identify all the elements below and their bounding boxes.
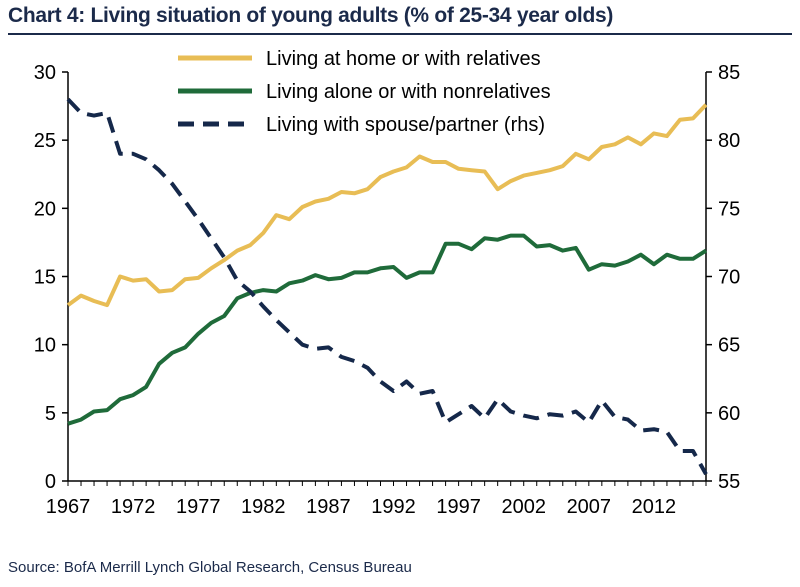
axes: 0 5 10 15 20 25 30 55 60 65 70 75 80 85 1967 1972 1977 19… xyxy=(34,62,741,518)
x-tick-label: 1972 xyxy=(111,496,156,518)
series-line-living-at-home xyxy=(66,103,708,308)
legend-item-living-with-spouse: Living with spouse/partner (rhs) xyxy=(178,114,545,136)
y-tick-right-label: 75 xyxy=(718,198,740,220)
x-tick-label: 1977 xyxy=(176,496,221,518)
legend: Living at home or with relatives Living a… xyxy=(178,48,551,136)
x-tick-label: 2007 xyxy=(567,496,612,518)
y-tick-left-label: 0 xyxy=(45,471,56,493)
y-tick-left-label: 15 xyxy=(34,267,56,289)
legend-label: Living alone or with nonrelatives xyxy=(266,81,551,103)
legend-label: Living with spouse/partner (rhs) xyxy=(266,114,545,136)
series-line-living-with-spouse xyxy=(66,97,708,476)
y-tick-left-label: 25 xyxy=(34,130,56,152)
source-note: Source: BofA Merrill Lynch Global Resear… xyxy=(8,559,412,576)
y-tick-right-label: 65 xyxy=(718,335,740,357)
y-tick-right-label: 60 xyxy=(718,403,740,425)
y-tick-left-label: 10 xyxy=(34,335,56,357)
legend-item-living-alone: Living alone or with nonrelatives xyxy=(178,81,551,103)
x-tick-label: 1987 xyxy=(306,496,351,518)
y-tick-right-label: 70 xyxy=(718,267,740,289)
series-line-living-alone xyxy=(67,233,708,426)
y-tick-left-label: 5 xyxy=(45,403,56,425)
x-tick-label: 1997 xyxy=(436,496,481,518)
x-tick-label: 2012 xyxy=(632,496,677,518)
y-tick-left-label: 30 xyxy=(34,62,56,84)
x-tick-label: 2002 xyxy=(501,496,546,518)
y-tick-left-label: 20 xyxy=(34,198,56,220)
y-tick-right-label: 55 xyxy=(718,471,740,493)
x-tick-label: 1992 xyxy=(371,496,416,518)
y-tick-right-label: 80 xyxy=(718,130,740,152)
x-tick-label: 1967 xyxy=(46,496,91,518)
legend-item-living-at-home: Living at home or with relatives xyxy=(178,48,541,70)
title-divider xyxy=(8,33,792,35)
chart-title: Chart 4: Living situation of young adult… xyxy=(8,4,614,27)
series-lines xyxy=(66,97,708,476)
y-tick-right-label: 85 xyxy=(718,62,740,84)
legend-label: Living at home or with relatives xyxy=(266,48,541,70)
x-tick-label: 1982 xyxy=(241,496,286,518)
